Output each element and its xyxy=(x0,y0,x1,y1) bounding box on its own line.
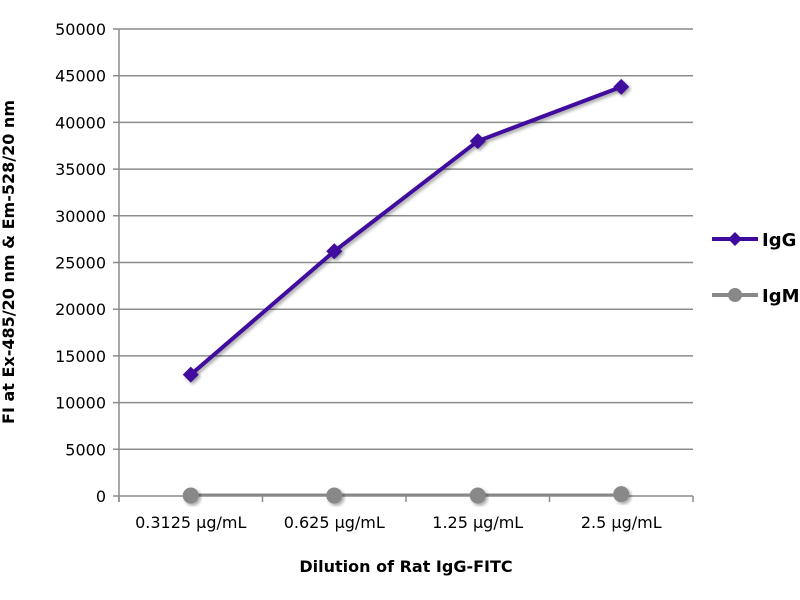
diamond-marker xyxy=(469,133,486,150)
x-axis-label: Dilution of Rat IgG-FITC xyxy=(299,557,512,576)
circle-marker xyxy=(326,487,343,504)
diamond-marker xyxy=(728,232,742,246)
x-tick-label: 0.625 µg/mL xyxy=(284,513,385,532)
series-line xyxy=(189,85,622,377)
y-tick-label: 35000 xyxy=(55,160,106,179)
y-axis-label: FI at Ex-485/20 nm & Em-528/20 nm xyxy=(0,100,18,424)
diamond-marker xyxy=(182,366,199,383)
x-tick-label: 0.3125 µg/mL xyxy=(135,513,246,532)
y-tick-label: 5000 xyxy=(65,440,106,459)
y-tick-label: 25000 xyxy=(55,254,106,273)
y-tick-label: 20000 xyxy=(55,300,106,319)
y-tick-label: 0 xyxy=(96,487,106,506)
series-igg xyxy=(182,78,630,383)
y-tick-label: 50000 xyxy=(55,20,106,39)
y-tick-label: 45000 xyxy=(55,67,106,86)
legend-label: IgG xyxy=(762,230,796,251)
y-tick-label: 10000 xyxy=(55,394,106,413)
series-igm xyxy=(182,486,630,504)
diamond-marker xyxy=(326,243,343,260)
y-tick-label: 40000 xyxy=(55,113,106,132)
circle-marker xyxy=(469,487,486,504)
legend-item-igg: IgG xyxy=(712,230,796,251)
y-tick-label: 30000 xyxy=(55,207,106,226)
diamond-marker xyxy=(613,78,630,95)
x-tick-label: 1.25 µg/mL xyxy=(432,513,523,532)
circle-marker xyxy=(182,487,199,504)
circle-marker xyxy=(613,486,630,503)
legend-item-igm: IgM xyxy=(712,286,800,307)
circle-marker xyxy=(728,288,742,302)
y-tick-label: 15000 xyxy=(55,347,106,366)
legend-label: IgM xyxy=(762,286,800,307)
x-tick-label: 2.5 µg/mL xyxy=(581,513,662,532)
series-line xyxy=(190,492,622,498)
